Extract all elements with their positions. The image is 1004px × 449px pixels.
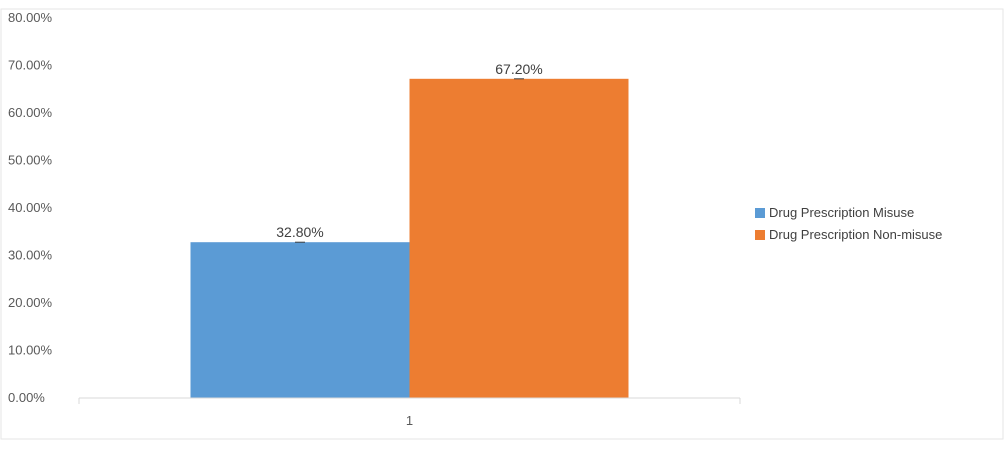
- y-tick-label: 50.00%: [8, 153, 53, 168]
- legend-swatch: [755, 208, 765, 218]
- y-tick-label: 70.00%: [8, 58, 53, 73]
- legend-swatch: [755, 230, 765, 240]
- y-tick-label: 60.00%: [8, 105, 53, 120]
- legend-label: Drug Prescription Non-misuse: [769, 227, 942, 242]
- x-tick-label: 1: [406, 413, 413, 428]
- legend: Drug Prescription Misuse Drug Prescriptio…: [755, 205, 942, 242]
- y-tick-label: 0.00%: [8, 390, 45, 405]
- bar-non-misuse: [409, 78, 629, 399]
- y-tick-label: 80.00%: [8, 10, 53, 25]
- bars: 32.80% 67.20%: [190, 61, 629, 399]
- y-tick-label: 40.00%: [8, 200, 53, 215]
- y-tick-label: 10.00%: [8, 343, 53, 358]
- x-axis: 1: [78, 397, 741, 428]
- bar-misuse: [190, 242, 410, 398]
- y-axis: 0.00% 10.00% 20.00% 30.00% 40.00% 50.00% 60.00…: [8, 10, 53, 405]
- legend-label: Drug Prescription Misuse: [769, 205, 914, 220]
- chart-border: [0, 8, 1004, 440]
- y-tick-label: 20.00%: [8, 295, 53, 310]
- data-label: 67.20%: [495, 61, 542, 77]
- data-label: 32.80%: [276, 224, 323, 240]
- y-tick-label: 30.00%: [8, 248, 53, 263]
